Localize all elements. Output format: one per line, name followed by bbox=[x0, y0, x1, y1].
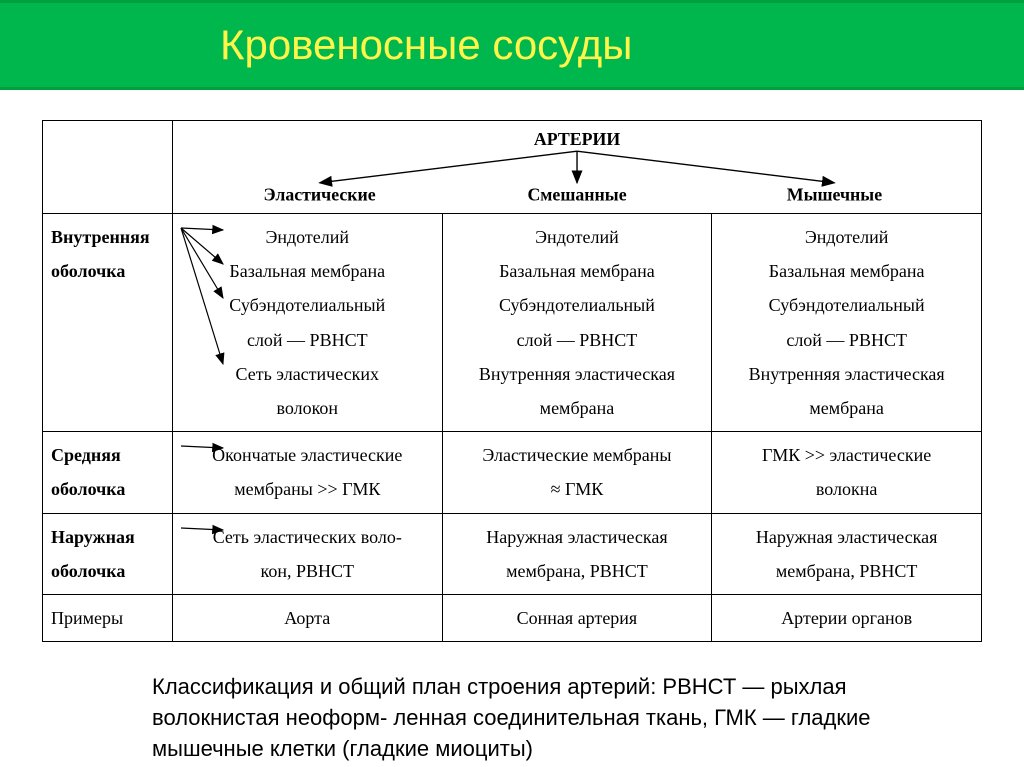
row-label-outer-text: Наружная оболочка bbox=[51, 527, 135, 581]
cell-example-mixed: Сонная артерия bbox=[442, 594, 712, 641]
cell-example-muscular: Артерии органов bbox=[712, 594, 982, 641]
arteries-table: АРТЕРИИ Эластические Смешанные Мышечные … bbox=[42, 120, 982, 642]
row-label-middle: Средняя оболочка bbox=[43, 432, 173, 513]
cell-inner-elastic-text: ЭндотелийБазальная мембранаСубэндотелиал… bbox=[181, 220, 434, 425]
top-heading-text: АРТЕРИИ bbox=[534, 129, 620, 149]
column-header-2: Мышечные bbox=[787, 185, 882, 205]
column-header-0: Эластические bbox=[263, 185, 375, 205]
column-header-1: Смешанные bbox=[527, 185, 626, 205]
cell-middle-elastic: Окончатые эластическиемембраны >> ГМК bbox=[172, 432, 442, 513]
row-label-examples: Примеры bbox=[43, 594, 173, 641]
cell-inner-mixed: ЭндотелийБазальная мембранаСубэндотелиал… bbox=[442, 214, 712, 432]
row-label-outer: Наружная оболочка bbox=[43, 513, 173, 594]
cell-middle-mixed: Эластические мембраны≈ ГМК bbox=[442, 432, 712, 513]
caption-text: Классификация и общий план строения арте… bbox=[152, 672, 872, 764]
table-top-heading-cell: АРТЕРИИ Эластические Смешанные Мышечные bbox=[172, 121, 981, 214]
cell-outer-mixed: Наружная эластическаямембрана, РВНСТ bbox=[442, 513, 712, 594]
row-label-middle-text: Средняя оболочка bbox=[51, 445, 125, 499]
cell-outer-muscular: Наружная эластическаямембрана, РВНСТ bbox=[712, 513, 982, 594]
cell-inner-elastic: ЭндотелийБазальная мембранаСубэндотелиал… bbox=[172, 214, 442, 432]
cell-middle-muscular: ГМК >> эластическиеволокна bbox=[712, 432, 982, 513]
header-arrows-svg: АРТЕРИИ Эластические Смешанные Мышечные bbox=[181, 127, 973, 207]
row-label-inner-text: Внутренняя оболочка bbox=[51, 227, 150, 281]
cell-inner-muscular: ЭндотелийБазальная мембранаСубэндотелиал… bbox=[712, 214, 982, 432]
row-label-examples-text: Примеры bbox=[51, 608, 123, 628]
cell-outer-elastic: Сеть эластических воло-кон, РВНСТ bbox=[172, 513, 442, 594]
row-label-inner: Внутренняя оболочка bbox=[43, 214, 173, 432]
title-bar: Кровеносные сосуды bbox=[0, 0, 1024, 90]
page-title: Кровеносные сосуды bbox=[220, 21, 632, 69]
cell-example-elastic: Аорта bbox=[172, 594, 442, 641]
content-area: АРТЕРИИ Эластические Смешанные Мышечные … bbox=[0, 90, 1024, 764]
